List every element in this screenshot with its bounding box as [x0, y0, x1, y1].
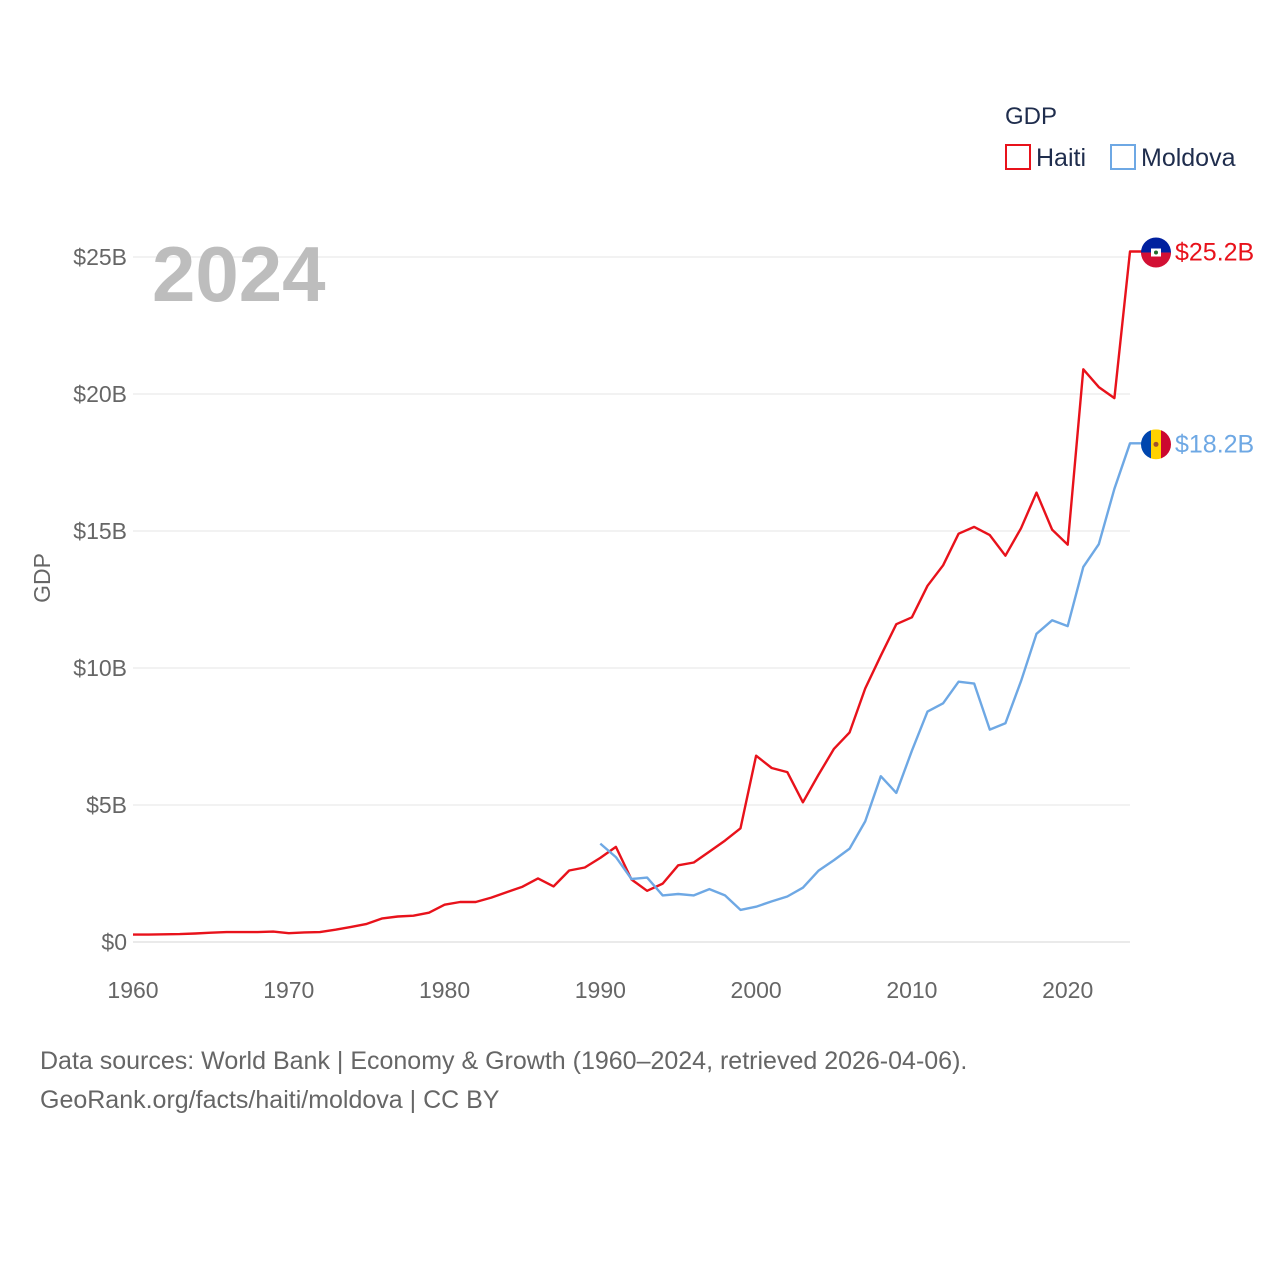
gridlines: [133, 256, 1130, 943]
gdp-line-chart: $0 $5B $10B $15B $20B $25B 1960 1970 1980 1990 20…: [29, 103, 1254, 1003]
source-link[interactable]: GeoRank.org/facts/haiti/moldova | CC BY: [40, 1086, 500, 1114]
y-tick-label: $20B: [73, 381, 127, 407]
footer: Data sources: World Bank | Economy & Gro…: [40, 1042, 1240, 1120]
legend-moldova-label: Moldova: [1141, 144, 1236, 172]
y-axis-ticks: $0 $5B $10B $15B $20B $25B: [73, 244, 127, 955]
data-sources-text: Data sources: World Bank | Economy & Gro…: [40, 1047, 968, 1075]
x-tick-label: 2010: [886, 977, 937, 1003]
y-tick-label: $0: [101, 929, 127, 955]
moldova-end-value-label: $18.2B: [1175, 430, 1254, 458]
y-tick-label: $25B: [73, 244, 127, 270]
x-tick-label: 2000: [731, 977, 782, 1003]
x-tick-label: 1990: [575, 977, 626, 1003]
x-tick-label: 2020: [1042, 977, 1093, 1003]
haiti-flag-icon: [1141, 237, 1171, 268]
year-watermark: 2024: [152, 230, 326, 318]
y-axis-title: GDP: [29, 553, 55, 603]
y-tick-label: $5B: [86, 792, 127, 818]
end-markers: $25.2B $18.2B: [1141, 237, 1254, 460]
series-lines: [133, 250, 1142, 936]
x-tick-label: 1970: [263, 977, 314, 1003]
x-axis-ticks: 1960 1970 1980 1990 2000 2010 2020: [107, 977, 1093, 1003]
haiti-line: [133, 250, 1142, 936]
y-tick-label: $10B: [73, 655, 127, 681]
x-tick-label: 1960: [107, 977, 158, 1003]
moldova-line: [599, 442, 1142, 912]
moldova-flag-icon: [1141, 429, 1171, 460]
legend-haiti-swatch: [1005, 144, 1031, 170]
x-tick-label: 1980: [419, 977, 470, 1003]
legend-moldova-swatch: [1110, 144, 1136, 170]
legend: GDP Haiti Moldova: [1005, 103, 1236, 172]
y-tick-label: $15B: [73, 518, 127, 544]
legend-title: GDP: [1005, 103, 1057, 130]
haiti-end-value-label: $25.2B: [1175, 239, 1254, 267]
legend-haiti-label: Haiti: [1036, 144, 1086, 172]
